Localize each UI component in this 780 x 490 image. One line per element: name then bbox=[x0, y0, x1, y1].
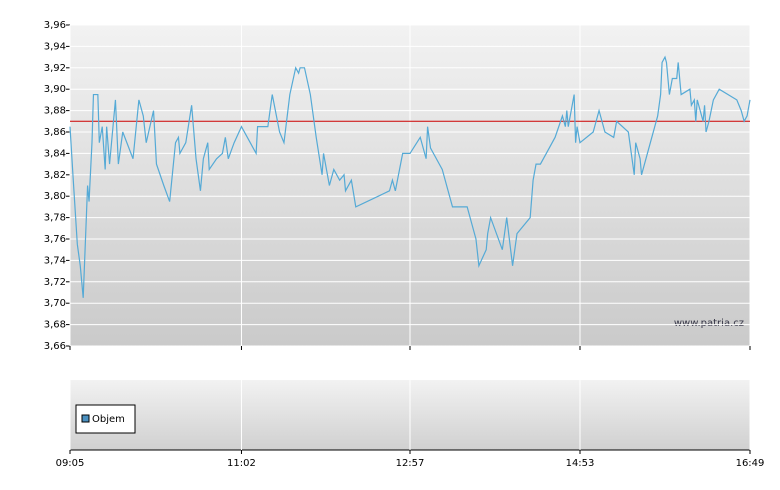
x-tick-label: 14:53 bbox=[566, 458, 595, 469]
y-tick-label: 3,94 bbox=[44, 41, 66, 52]
legend-swatch bbox=[81, 414, 90, 423]
y-tick-label: 3,80 bbox=[44, 191, 66, 202]
y-tick-label: 3,78 bbox=[44, 213, 66, 224]
y-tick-label: 3,82 bbox=[44, 170, 66, 181]
legend-box bbox=[75, 404, 136, 434]
y-tick-label: 3,88 bbox=[44, 106, 66, 117]
y-tick-label: 3,76 bbox=[44, 234, 66, 245]
y-tick-label: 3,96 bbox=[44, 20, 66, 31]
x-tick-label: 12:57 bbox=[396, 458, 425, 469]
y-tick-label: 3,84 bbox=[44, 148, 66, 159]
watermark: www.patria.cz bbox=[674, 318, 744, 329]
y-tick-label: 3,92 bbox=[44, 63, 66, 74]
y-tick-label: 3,72 bbox=[44, 277, 66, 288]
y-tick-label: 3,86 bbox=[44, 127, 66, 138]
y-tick-label: 3,68 bbox=[44, 320, 66, 331]
price-line bbox=[69, 55, 751, 298]
x-tick-label: 16:49 bbox=[736, 458, 765, 469]
y-tick-label: 3,66 bbox=[44, 341, 66, 352]
y-tick-label: 3,70 bbox=[44, 298, 66, 309]
x-tick-label: 09:05 bbox=[56, 458, 85, 469]
y-tick-label: 3,74 bbox=[44, 255, 66, 266]
y-tick-label: 3,90 bbox=[44, 84, 66, 95]
x-tick-label: 11:02 bbox=[227, 458, 256, 469]
legend-label: Objem bbox=[92, 414, 125, 425]
